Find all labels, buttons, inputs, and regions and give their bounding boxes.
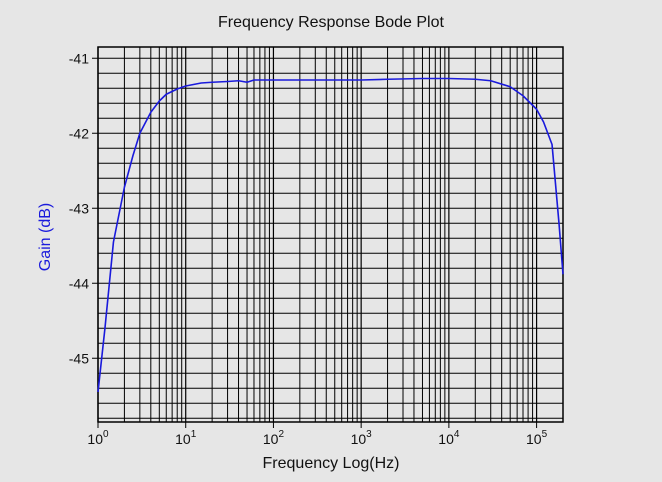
plot-area [98,47,563,422]
x-tick-label: 104 [438,429,460,447]
grid-lines [97,47,564,422]
axis-ticks: -41 -42 -43 -44 -45 100 101 102 103 104 105 [69,50,548,447]
series-line-gain [97,77,564,393]
x-tick-label: 101 [175,429,197,447]
chart-title: Frequency Response Bode Plot [218,14,444,31]
x-axis-label: Frequency Log(Hz) [263,455,400,472]
x-tick-label: 100 [87,429,109,447]
x-tick-label: 105 [526,429,548,447]
y-axis-label: Gain (dB) [37,203,54,271]
y-tick-label: -42 [69,125,89,141]
plot-frame [97,46,564,423]
y-tick-label: -41 [69,50,89,66]
x-tick-label: 102 [263,429,285,447]
y-tick-label: -43 [69,200,89,216]
x-tick-label: 103 [351,429,373,447]
y-tick-label: -44 [69,275,89,291]
y-tick-label: -45 [69,350,89,366]
